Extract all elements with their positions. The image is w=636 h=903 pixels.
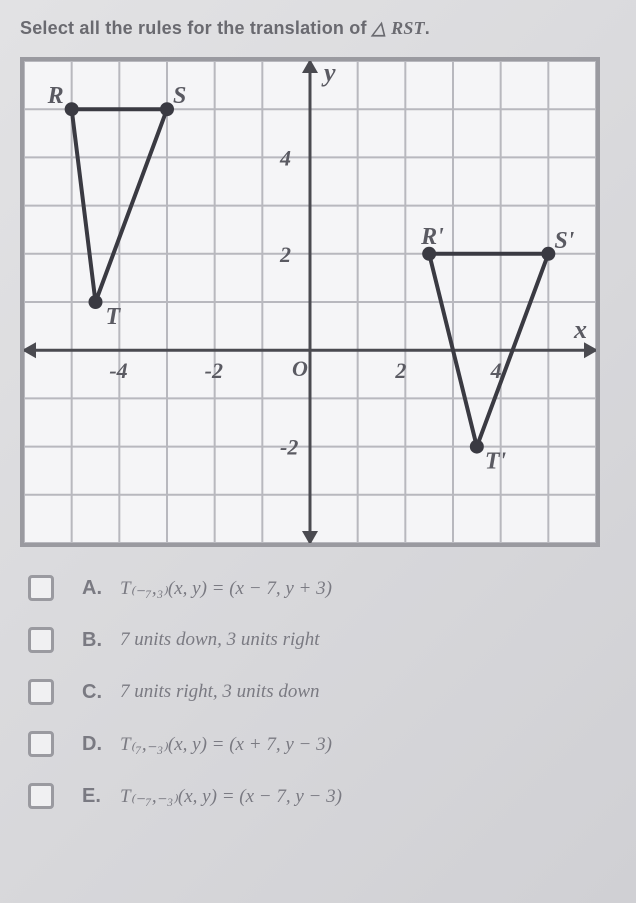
vertex-label: S xyxy=(173,83,186,109)
option-checkbox[interactable] xyxy=(28,575,54,601)
arrow-up-icon xyxy=(302,61,318,73)
grid-svg: -4-224-224OyxRSTR'S'T' xyxy=(24,61,596,543)
option-text: 7 units down, 3 units right xyxy=(120,629,320,651)
option-row: E. T₍₋₇,₋₃₎(x, y) = (x − 7, y − 3) xyxy=(28,783,616,809)
prompt-suffix: . xyxy=(425,18,430,38)
triangle-name: RST xyxy=(391,18,425,38)
vertex-label: T xyxy=(106,304,122,330)
vertex-label: R xyxy=(47,83,64,109)
vertex-point xyxy=(89,295,103,309)
option-letter: D. xyxy=(82,733,106,756)
option-text: T₍₇,₋₃₎(x, y) = (x + 7, y − 3) xyxy=(120,733,332,756)
vertex-point xyxy=(160,102,174,116)
y-axis-label: y xyxy=(321,61,336,87)
x-tick-label: -4 xyxy=(109,358,127,383)
option-row: A. T₍₋₇,₃₎(x, y) = (x − 7, y + 3) xyxy=(28,575,616,601)
y-tick-label: -2 xyxy=(280,435,298,460)
answer-options: A. T₍₋₇,₃₎(x, y) = (x − 7, y + 3) B. 7 unit… xyxy=(20,575,616,809)
option-checkbox[interactable] xyxy=(28,679,54,705)
y-tick-label: 4 xyxy=(279,145,291,170)
option-letter: C. xyxy=(82,681,106,704)
vertex-label: T' xyxy=(485,449,507,475)
arrow-down-icon xyxy=(302,531,318,543)
option-checkbox[interactable] xyxy=(28,627,54,653)
vertex-point xyxy=(541,247,555,261)
coordinate-grid: -4-224-224OyxRSTR'S'T' xyxy=(20,57,600,547)
option-letter: A. xyxy=(82,577,106,600)
triangle-symbol: △ xyxy=(372,18,386,38)
x-axis-label: x xyxy=(573,315,587,344)
vertex-point xyxy=(65,102,79,116)
origin-label: O xyxy=(292,356,308,381)
arrow-right-icon xyxy=(584,342,596,358)
arrow-left-icon xyxy=(24,342,36,358)
option-row: B. 7 units down, 3 units right xyxy=(28,627,616,653)
option-text: T₍₋₇,₋₃₎(x, y) = (x − 7, y − 3) xyxy=(120,785,342,808)
option-text: 7 units right, 3 units down xyxy=(120,681,320,703)
worksheet-page: Select all the rules for the translation… xyxy=(0,0,636,903)
option-row: D. T₍₇,₋₃₎(x, y) = (x + 7, y − 3) xyxy=(28,731,616,757)
option-letter: E. xyxy=(82,785,106,808)
prompt-prefix: Select all the rules for the translation… xyxy=(20,18,372,38)
x-tick-label: -2 xyxy=(205,358,223,383)
question-prompt: Select all the rules for the translation… xyxy=(20,18,616,39)
vertex-label: S' xyxy=(554,228,574,254)
option-row: C. 7 units right, 3 units down xyxy=(28,679,616,705)
option-checkbox[interactable] xyxy=(28,783,54,809)
y-tick-label: 2 xyxy=(279,242,291,267)
option-text: T₍₋₇,₃₎(x, y) = (x − 7, y + 3) xyxy=(120,577,332,600)
option-checkbox[interactable] xyxy=(28,731,54,757)
vertex-point xyxy=(470,440,484,454)
vertex-label: R' xyxy=(420,224,444,250)
option-letter: B. xyxy=(82,629,106,652)
x-tick-label: 2 xyxy=(394,358,406,383)
